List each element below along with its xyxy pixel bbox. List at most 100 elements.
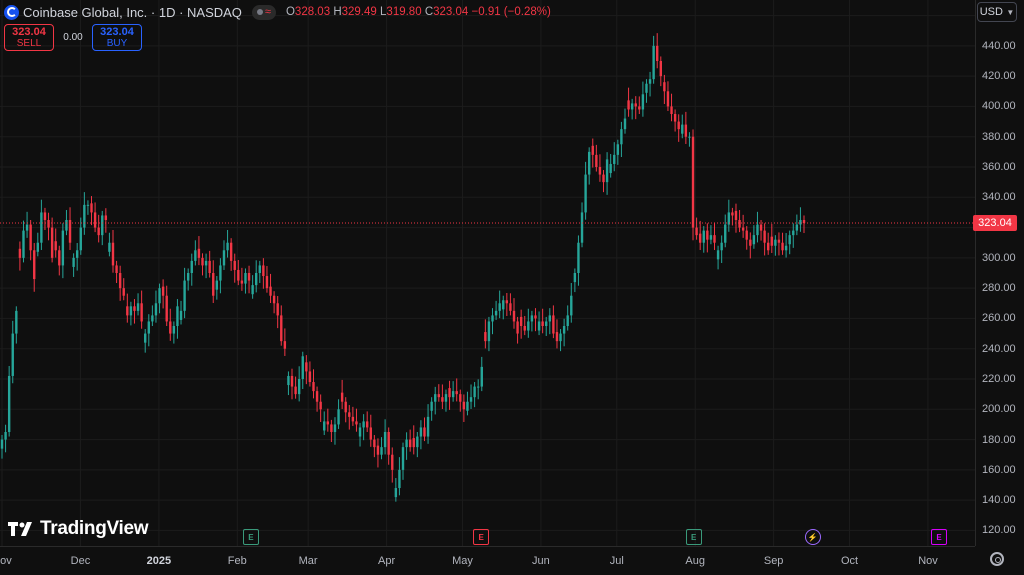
candle-body[interactable] <box>462 401 466 410</box>
candle-body[interactable] <box>505 300 509 304</box>
candle-body[interactable] <box>469 397 473 402</box>
candle-body[interactable] <box>333 424 337 432</box>
candle-body[interactable] <box>118 273 122 289</box>
candle-body[interactable] <box>724 224 727 243</box>
earnings-event-icon[interactable]: E <box>473 529 490 545</box>
candle-body[interactable] <box>698 233 702 243</box>
candle-body[interactable] <box>634 103 637 107</box>
candle-body[interactable] <box>487 321 491 342</box>
candle-body[interactable] <box>713 235 716 243</box>
candle-body[interactable] <box>129 306 133 316</box>
candle-body[interactable] <box>613 154 616 164</box>
currency-selector[interactable]: USD ▼ <box>977 2 1017 22</box>
candle-body[interactable] <box>663 82 666 92</box>
candle-body[interactable] <box>383 432 387 448</box>
candle-body[interactable] <box>126 306 129 316</box>
candle-body[interactable] <box>412 438 415 448</box>
candle-body[interactable] <box>140 303 143 322</box>
candle-body[interactable] <box>104 215 108 220</box>
buy-button[interactable]: 323.04 BUY <box>92 24 142 51</box>
candle-body[interactable] <box>394 488 398 498</box>
candle-body[interactable] <box>502 300 505 310</box>
candle-body[interactable] <box>258 265 261 273</box>
candle-body[interactable] <box>165 295 168 322</box>
candle-body[interactable] <box>90 203 93 213</box>
candle-body[interactable] <box>770 236 773 246</box>
candle-body[interactable] <box>111 242 115 266</box>
candle-body[interactable] <box>68 220 72 243</box>
candle-body[interactable] <box>509 303 512 311</box>
candle-body[interactable] <box>144 333 147 343</box>
earnings-event-icon[interactable]: E <box>242 529 259 545</box>
candle-body[interactable] <box>287 375 290 386</box>
candle-body[interactable] <box>226 242 229 251</box>
candle-body[interactable] <box>369 427 372 440</box>
candle-body[interactable] <box>688 136 691 138</box>
candle-body[interactable] <box>448 388 451 398</box>
candle-body[interactable] <box>136 303 140 311</box>
sell-button[interactable]: 323.04 SELL <box>4 24 54 51</box>
candle-body[interactable] <box>33 250 36 280</box>
status-pill[interactable]: ≈ <box>251 4 276 20</box>
candle-body[interactable] <box>151 315 154 322</box>
candle-body[interactable] <box>391 454 394 470</box>
candle-body[interactable] <box>212 273 215 296</box>
earnings-event-icon[interactable]: E <box>931 529 948 545</box>
candle-body[interactable] <box>201 257 204 266</box>
candle-body[interactable] <box>591 145 594 155</box>
candle-body[interactable] <box>630 103 634 110</box>
candle-body[interactable] <box>405 439 408 448</box>
candle-body[interactable] <box>430 401 433 411</box>
candle-body[interactable] <box>43 212 47 220</box>
candle-body[interactable] <box>706 230 709 240</box>
candle-body[interactable] <box>172 326 176 334</box>
candle-body[interactable] <box>83 204 86 228</box>
candle-body[interactable] <box>555 332 559 342</box>
candle-body[interactable] <box>774 239 777 246</box>
candle-body[interactable] <box>401 447 405 470</box>
candle-body[interactable] <box>605 159 609 183</box>
candle-body[interactable] <box>15 310 18 334</box>
candle-body[interactable] <box>330 424 333 432</box>
candle-body[interactable] <box>752 235 756 245</box>
candle-body[interactable] <box>494 310 498 316</box>
candle-body[interactable] <box>426 416 430 437</box>
candle-body[interactable] <box>4 432 7 440</box>
candle-body[interactable] <box>337 409 340 425</box>
candle-body[interactable] <box>158 288 161 304</box>
candle-body[interactable] <box>147 321 150 334</box>
candle-body[interactable] <box>666 91 670 107</box>
candle-body[interactable] <box>11 333 14 376</box>
candle-body[interactable] <box>451 391 455 398</box>
candle-body[interactable] <box>86 204 90 206</box>
candle-body[interactable] <box>208 260 211 273</box>
candle-body[interactable] <box>265 276 269 289</box>
earnings-event-icon[interactable]: E <box>685 529 702 545</box>
candle-body[interactable] <box>437 394 441 398</box>
candle-body[interactable] <box>792 230 795 236</box>
candle-body[interactable] <box>237 269 240 281</box>
candle-body[interactable] <box>387 432 390 455</box>
candle-body[interactable] <box>222 250 226 266</box>
candle-body[interactable] <box>101 215 104 236</box>
candle-body[interactable] <box>763 230 766 243</box>
candle-body[interactable] <box>398 469 401 489</box>
candle-body[interactable] <box>759 224 763 231</box>
candle-body[interactable] <box>280 315 283 342</box>
candle-body[interactable] <box>419 427 423 437</box>
candle-body[interactable] <box>40 212 43 243</box>
candle-body[interactable] <box>340 392 344 402</box>
candle-body[interactable] <box>566 315 569 326</box>
candle-body[interactable] <box>75 250 79 258</box>
candle-body[interactable] <box>61 230 65 266</box>
candle-body[interactable] <box>251 285 254 295</box>
candle-body[interactable] <box>276 303 279 316</box>
candle-body[interactable] <box>784 245 788 251</box>
candle-body[interactable] <box>645 83 648 93</box>
candle-body[interactable] <box>620 129 623 145</box>
candle-body[interactable] <box>154 303 158 316</box>
candle-body[interactable] <box>290 375 294 387</box>
candle-body[interactable] <box>738 220 741 228</box>
candle-body[interactable] <box>283 341 287 349</box>
candle-body[interactable] <box>677 121 680 130</box>
